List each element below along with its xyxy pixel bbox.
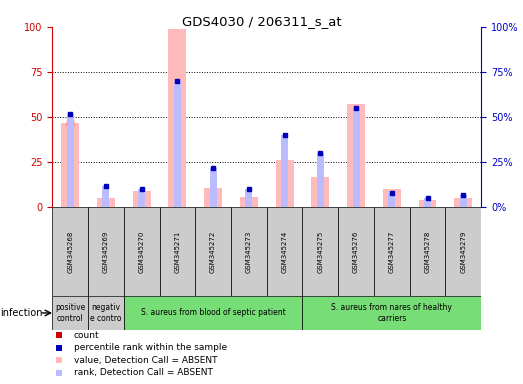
Text: GSM345269: GSM345269 bbox=[103, 230, 109, 273]
Bar bbox=[66, 114, 74, 207]
Bar bbox=[302, 296, 481, 330]
Bar bbox=[311, 177, 329, 207]
Bar bbox=[240, 197, 258, 207]
Bar bbox=[374, 207, 410, 296]
Bar bbox=[52, 296, 88, 330]
Bar bbox=[124, 207, 160, 296]
Bar bbox=[383, 189, 401, 207]
Text: infection: infection bbox=[0, 308, 42, 318]
Bar bbox=[204, 187, 222, 207]
Bar bbox=[410, 207, 446, 296]
Bar bbox=[276, 161, 293, 207]
Bar bbox=[88, 296, 124, 330]
Bar bbox=[281, 135, 288, 207]
Text: GDS4030 / 206311_s_at: GDS4030 / 206311_s_at bbox=[181, 15, 342, 28]
Bar bbox=[245, 189, 253, 207]
Text: GSM345274: GSM345274 bbox=[281, 230, 288, 273]
Bar bbox=[302, 207, 338, 296]
Text: GSM345268: GSM345268 bbox=[67, 230, 73, 273]
Text: GSM345275: GSM345275 bbox=[317, 230, 323, 273]
Bar bbox=[347, 104, 365, 207]
Bar bbox=[138, 189, 145, 207]
Bar bbox=[454, 198, 472, 207]
Bar bbox=[124, 296, 302, 330]
Text: GSM345276: GSM345276 bbox=[353, 230, 359, 273]
Bar bbox=[338, 207, 374, 296]
Bar bbox=[317, 153, 324, 207]
Bar bbox=[424, 198, 431, 207]
Text: percentile rank within the sample: percentile rank within the sample bbox=[74, 343, 227, 352]
Text: GSM345271: GSM345271 bbox=[174, 230, 180, 273]
Text: GSM345270: GSM345270 bbox=[139, 230, 145, 273]
Text: positive
control: positive control bbox=[55, 303, 85, 323]
Text: count: count bbox=[74, 331, 99, 340]
Bar bbox=[267, 207, 302, 296]
Bar bbox=[160, 207, 195, 296]
Text: GSM345277: GSM345277 bbox=[389, 230, 395, 273]
Bar bbox=[418, 200, 437, 207]
Text: GSM345272: GSM345272 bbox=[210, 230, 216, 273]
Text: S. aureus from blood of septic patient: S. aureus from blood of septic patient bbox=[141, 308, 286, 318]
Text: value, Detection Call = ABSENT: value, Detection Call = ABSENT bbox=[74, 356, 217, 365]
Text: GSM345273: GSM345273 bbox=[246, 230, 252, 273]
Bar bbox=[353, 108, 360, 207]
Bar bbox=[133, 191, 151, 207]
Bar bbox=[88, 207, 124, 296]
Bar bbox=[168, 29, 186, 207]
Text: negativ
e contro: negativ e contro bbox=[90, 303, 122, 323]
Bar bbox=[210, 168, 217, 207]
Bar bbox=[460, 195, 467, 207]
Bar bbox=[231, 207, 267, 296]
Bar bbox=[103, 186, 109, 207]
Text: rank, Detection Call = ABSENT: rank, Detection Call = ABSENT bbox=[74, 368, 213, 377]
Text: GSM345278: GSM345278 bbox=[425, 230, 430, 273]
Bar bbox=[195, 207, 231, 296]
Text: GSM345279: GSM345279 bbox=[460, 230, 467, 273]
Bar bbox=[61, 122, 79, 207]
Bar bbox=[388, 193, 395, 207]
Bar bbox=[52, 207, 88, 296]
Bar bbox=[446, 207, 481, 296]
Text: S. aureus from nares of healthy
carriers: S. aureus from nares of healthy carriers bbox=[332, 303, 452, 323]
Bar bbox=[174, 81, 181, 207]
Bar bbox=[97, 198, 115, 207]
